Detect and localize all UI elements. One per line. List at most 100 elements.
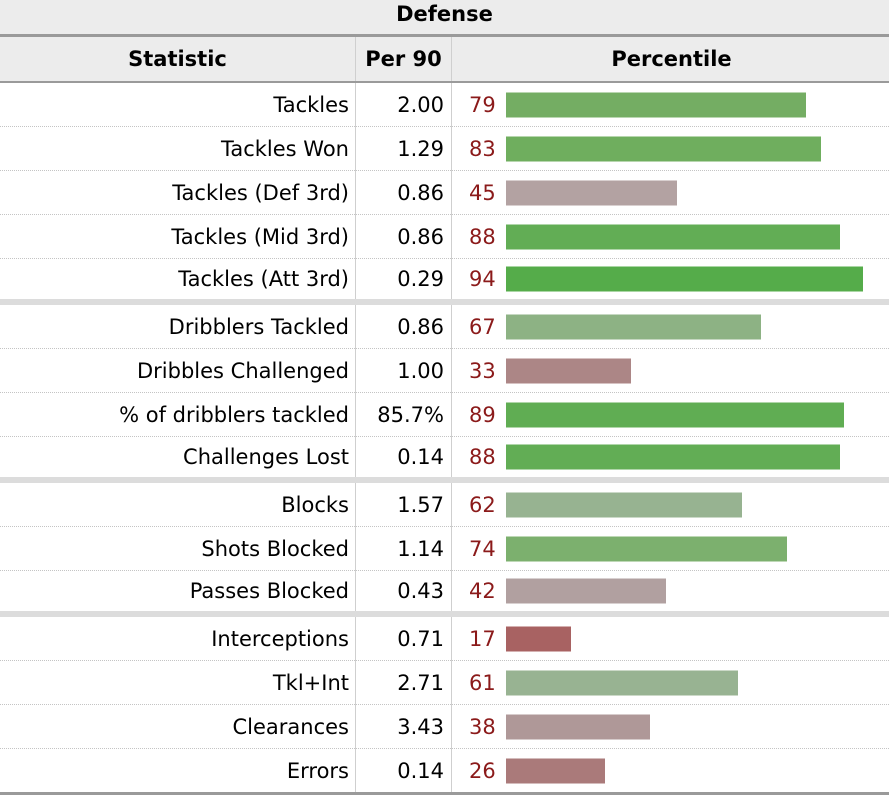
percentile-cell: 83	[451, 126, 889, 171]
percentile-bar	[506, 444, 840, 470]
percentile-value: 74	[469, 536, 496, 561]
percentile-cell: 38	[451, 704, 889, 749]
percentile-cell: 62	[451, 480, 889, 527]
percentile-value: 83	[469, 136, 496, 161]
per90-value: 85.7%	[355, 392, 452, 437]
table-row: Errors 0.14 26	[0, 748, 889, 795]
table-row: Tackles Won 1.29 83	[0, 126, 889, 171]
stat-label: Clearances	[0, 704, 356, 749]
percentile-value: 88	[469, 224, 496, 249]
stat-label: Shots Blocked	[0, 526, 356, 571]
percentile-cell: 79	[451, 82, 889, 127]
stat-label: Dribbles Challenged	[0, 348, 356, 393]
percentile-bar	[506, 626, 571, 651]
table-row: Challenges Lost 0.14 88	[0, 436, 889, 483]
table-row: Clearances 3.43 38	[0, 704, 889, 749]
stat-label: Tackles (Mid 3rd)	[0, 214, 356, 259]
stat-label: Errors	[0, 748, 356, 795]
header-per90[interactable]: Per 90	[355, 37, 452, 83]
per90-value: 0.14	[355, 748, 452, 795]
percentile-value: 67	[469, 314, 496, 339]
percentile-value: 94	[469, 267, 496, 291]
stat-label: Challenges Lost	[0, 436, 356, 483]
percentile-cell: 33	[451, 348, 889, 393]
percentile-value: 17	[469, 626, 496, 651]
percentile-value: 26	[469, 758, 496, 783]
per90-value: 0.71	[355, 614, 452, 661]
table-body: Tackles 2.00 79 Tackles Won 1.29 83 Tackles (D…	[0, 82, 889, 795]
percentile-cell: 94	[451, 258, 889, 305]
per90-value: 0.43	[355, 570, 452, 617]
percentile-cell: 61	[451, 660, 889, 705]
percentile-cell: 89	[451, 392, 889, 437]
table-row: % of dribblers tackled 85.7% 89	[0, 392, 889, 437]
table-row: Passes Blocked 0.43 42	[0, 570, 889, 617]
stat-label: Blocks	[0, 480, 356, 527]
percentile-bar	[506, 758, 605, 783]
stat-label: Interceptions	[0, 614, 356, 661]
per90-value: 1.00	[355, 348, 452, 393]
per90-value: 1.57	[355, 480, 452, 527]
per90-value: 0.86	[355, 214, 452, 259]
per90-value: 0.29	[355, 258, 452, 305]
per90-value: 3.43	[355, 704, 452, 749]
per90-value: 0.14	[355, 436, 452, 483]
header-statistic[interactable]: Statistic	[0, 37, 356, 83]
percentile-cell: 26	[451, 748, 889, 795]
per90-value: 2.71	[355, 660, 452, 705]
percentile-bar	[506, 224, 840, 249]
percentile-cell: 17	[451, 614, 889, 661]
percentile-bar	[506, 92, 806, 117]
stat-label: Tkl+Int	[0, 660, 356, 705]
percentile-cell: 88	[451, 214, 889, 259]
table-row: Blocks 1.57 62	[0, 480, 889, 527]
percentile-bar	[506, 536, 787, 561]
per90-value: 1.29	[355, 126, 452, 171]
table-row: Tackles 2.00 79	[0, 82, 889, 127]
per90-value: 1.14	[355, 526, 452, 571]
percentile-value: 42	[469, 579, 496, 603]
percentile-bar	[506, 358, 631, 383]
percentile-cell: 88	[451, 436, 889, 483]
stat-label: Tackles (Att 3rd)	[0, 258, 356, 305]
percentile-value: 33	[469, 358, 496, 383]
percentile-bar	[506, 314, 761, 339]
percentile-value: 79	[469, 92, 496, 117]
table-row: Interceptions 0.71 17	[0, 614, 889, 661]
per90-value: 0.86	[355, 302, 452, 349]
table-row: Tackles (Mid 3rd) 0.86 88	[0, 214, 889, 259]
header-percentile[interactable]: Percentile	[451, 37, 889, 83]
percentile-cell: 74	[451, 526, 889, 571]
percentile-cell: 67	[451, 302, 889, 349]
table-row: Tackles (Att 3rd) 0.29 94	[0, 258, 889, 305]
percentile-value: 88	[469, 445, 496, 469]
defense-stats-table: Statistic Per 90 Percentile Tackles 2.00 7…	[0, 37, 889, 795]
percentile-value: 45	[469, 180, 496, 205]
percentile-bar	[506, 266, 863, 292]
stat-label: Dribblers Tackled	[0, 302, 356, 349]
percentile-cell: 42	[451, 570, 889, 617]
percentile-value: 89	[469, 402, 496, 427]
table-caption: Defense	[0, 0, 889, 37]
table-row: Tkl+Int 2.71 61	[0, 660, 889, 705]
percentile-value: 38	[469, 714, 496, 739]
percentile-bar	[506, 670, 738, 695]
percentile-cell: 45	[451, 170, 889, 215]
stat-label: % of dribblers tackled	[0, 392, 356, 437]
header-row: Statistic Per 90 Percentile	[0, 37, 889, 83]
stat-label: Tackles	[0, 82, 356, 127]
table-row: Tackles (Def 3rd) 0.86 45	[0, 170, 889, 215]
stat-label: Passes Blocked	[0, 570, 356, 617]
percentile-bar	[506, 714, 650, 739]
table-row: Dribbles Challenged 1.00 33	[0, 348, 889, 393]
percentile-bar	[506, 492, 742, 517]
percentile-bar	[506, 136, 821, 161]
stat-label: Tackles (Def 3rd)	[0, 170, 356, 215]
table-row: Dribblers Tackled 0.86 67	[0, 302, 889, 349]
stat-label: Tackles Won	[0, 126, 356, 171]
percentile-value: 61	[469, 670, 496, 695]
per90-value: 0.86	[355, 170, 452, 215]
per90-value: 2.00	[355, 82, 452, 127]
table-row: Shots Blocked 1.14 74	[0, 526, 889, 571]
percentile-value: 62	[469, 492, 496, 517]
